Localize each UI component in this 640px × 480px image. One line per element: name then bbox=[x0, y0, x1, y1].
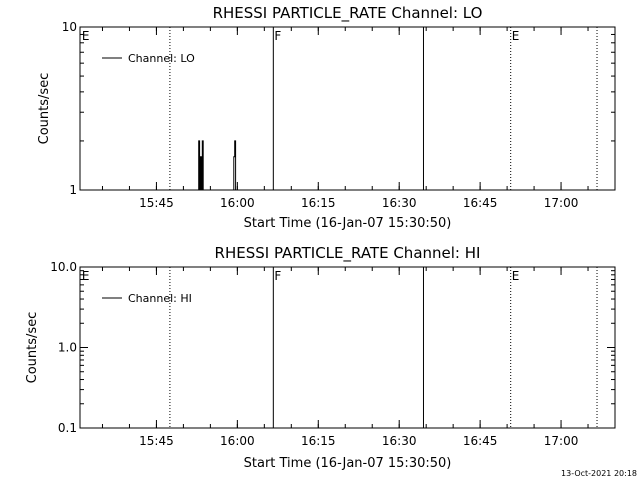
panel1-legend-label: Channel: LO bbox=[128, 52, 195, 65]
panel2-event-marker-label: F bbox=[274, 269, 281, 283]
panel2-y-tick-label: 0.1 bbox=[58, 421, 77, 435]
panel1-x-tick-label: 17:00 bbox=[544, 196, 579, 210]
panel1-x-tick-label: 16:30 bbox=[382, 196, 417, 210]
panel1-chart-title: RHESSI PARTICLE_RATE Channel: LO bbox=[213, 4, 483, 23]
generation-timestamp: 13-Oct-2021 20:18 bbox=[561, 469, 637, 478]
panel2-legend-label: Channel: HI bbox=[128, 292, 192, 305]
panel2-event-marker-label: E bbox=[82, 269, 90, 283]
panel1-x-tick-label: 16:45 bbox=[463, 196, 498, 210]
panel2-y-tick-label: 10.0 bbox=[50, 260, 77, 274]
panel2-x-tick-label: 16:45 bbox=[463, 434, 498, 448]
panel1-event-marker-label: E bbox=[82, 29, 90, 43]
panel2-x-tick-label: 17:00 bbox=[544, 434, 579, 448]
panel2-y-tick-label: 1.0 bbox=[58, 341, 77, 355]
panel2-x-tick-label: 16:30 bbox=[382, 434, 417, 448]
panel1-event-marker-label: F bbox=[274, 29, 281, 43]
panel2-x-tick-label: 16:15 bbox=[301, 434, 336, 448]
panel1-y-tick-label: 1 bbox=[69, 183, 77, 197]
panel1-x-tick-label: 16:15 bbox=[301, 196, 336, 210]
panel2-x-axis-label: Start Time (16-Jan-07 15:30:50) bbox=[244, 456, 452, 471]
panel1-y-tick-label: 10 bbox=[62, 20, 77, 34]
panel2-event-marker-label: E bbox=[512, 269, 520, 283]
panel1-series-line bbox=[198, 140, 237, 191]
panel1-y-axis-label: Counts/sec bbox=[37, 73, 52, 145]
panel2-x-tick-label: 15:45 bbox=[139, 434, 174, 448]
panel1-event-marker-label: E bbox=[512, 29, 520, 43]
panel1-x-tick-label: 15:45 bbox=[139, 196, 174, 210]
panel1-x-axis-label: Start Time (16-Jan-07 15:30:50) bbox=[244, 216, 452, 231]
panel2-chart-title: RHESSI PARTICLE_RATE Channel: HI bbox=[215, 244, 481, 263]
panel2-y-axis-label: Counts/sec bbox=[25, 312, 40, 384]
panel2-x-tick-label: 16:00 bbox=[220, 434, 255, 448]
panel1-x-tick-label: 16:00 bbox=[220, 196, 255, 210]
panel1-plot-frame bbox=[79, 26, 616, 191]
